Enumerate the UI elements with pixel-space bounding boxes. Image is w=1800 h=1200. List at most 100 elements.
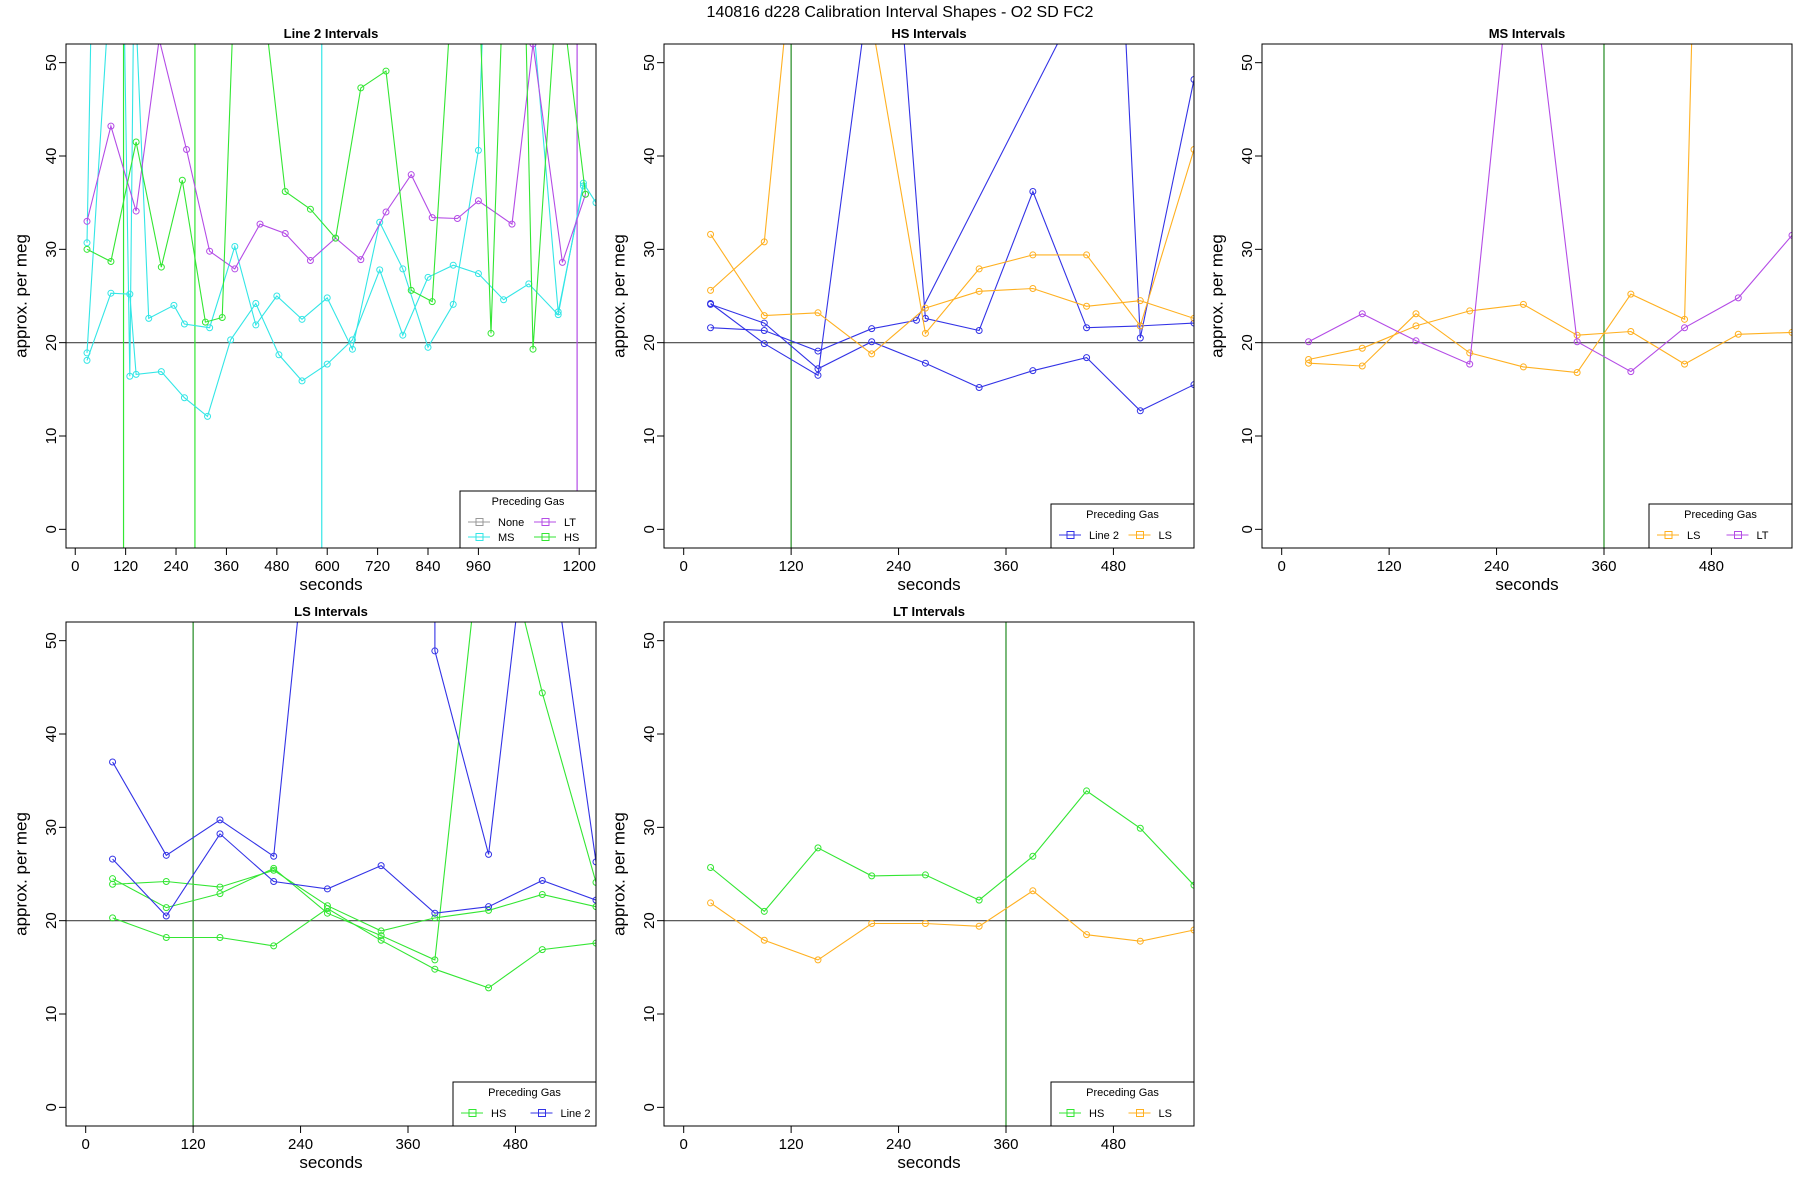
data-point (868, 919, 876, 927)
data-point (1083, 324, 1091, 332)
data-point (1573, 338, 1581, 346)
data-point (1627, 327, 1635, 335)
y-tick-label: 20 (641, 912, 658, 929)
data-point (868, 338, 876, 346)
x-tick-label: 240 (288, 1136, 313, 1153)
y-tick-label: 50 (641, 54, 658, 71)
data-point (975, 265, 983, 273)
data-point (1734, 294, 1742, 302)
data-point (1412, 322, 1420, 330)
data-point (1305, 359, 1313, 367)
x-tick-label: 240 (886, 1136, 911, 1153)
x-tick-label: 120 (113, 558, 138, 575)
legend-label: Line 2 (561, 1108, 591, 1120)
data-point (216, 933, 224, 941)
data-point (1029, 187, 1037, 195)
y-tick-label: 10 (1239, 428, 1256, 445)
data-point (298, 377, 306, 385)
x-tick-label: 120 (779, 558, 804, 575)
data-point (216, 890, 224, 898)
data-point (1412, 337, 1420, 345)
legend-marker (468, 1109, 477, 1117)
data-point (407, 171, 415, 179)
x-tick-label: 360 (214, 558, 239, 575)
x-tick-label: 240 (886, 558, 911, 575)
data-point (760, 312, 768, 320)
y-tick-label: 50 (43, 54, 60, 71)
data-point (449, 261, 457, 269)
legend-label: HS (564, 532, 579, 544)
data-point (431, 647, 439, 655)
data-point (298, 315, 306, 323)
data-point (707, 324, 715, 332)
y-tick-label: 10 (43, 428, 60, 445)
y-tick-label: 10 (43, 1006, 60, 1023)
y-tick-label: 40 (1239, 148, 1256, 165)
data-point (1083, 354, 1091, 362)
y-tick-label: 30 (1239, 241, 1256, 258)
data-point (399, 265, 407, 273)
y-tick-label: 30 (43, 241, 60, 258)
data-point (132, 207, 140, 215)
legend-marker (1664, 531, 1673, 539)
x-tick-label: 480 (1101, 1136, 1126, 1153)
data-point (183, 145, 191, 153)
series-line-hs (112, 622, 596, 961)
legend-title: Preceding Gas (488, 1087, 561, 1099)
data-point (760, 319, 768, 327)
data-point (921, 359, 929, 367)
data-point (1519, 300, 1527, 308)
legend-box (1050, 503, 1195, 549)
data-point (975, 922, 983, 930)
data-point (306, 257, 314, 265)
data-point (256, 220, 264, 228)
data-point (1788, 231, 1792, 239)
legend-marker (1066, 1109, 1075, 1117)
data-point (508, 220, 516, 228)
data-point (162, 877, 170, 885)
data-point (323, 902, 331, 910)
x-tick-label: 0 (680, 1136, 688, 1153)
data-point (538, 946, 546, 954)
legend-title: Preceding Gas (492, 496, 565, 508)
data-point (975, 287, 983, 295)
y-tick-label: 20 (43, 912, 60, 929)
data-point (323, 294, 331, 302)
chart-panel: HS Intervals 0 120 240 360 480 seconds 0 10 20 30 4… (609, 26, 1195, 594)
data-point (1029, 887, 1037, 895)
data-point (132, 370, 140, 378)
data-point (377, 936, 385, 944)
data-point (1412, 310, 1420, 318)
series-line-hs (710, 790, 1194, 913)
y-axis-label: approx. per meg (609, 812, 628, 936)
legend: Preceding Gas HS Line 2 (452, 1081, 597, 1127)
data-point (760, 327, 768, 335)
data-point (377, 862, 385, 870)
y-tick-label: 30 (641, 241, 658, 258)
x-axis-label: seconds (299, 1153, 362, 1172)
x-tick-label: 480 (264, 558, 289, 575)
legend-marker (475, 533, 484, 541)
data-point (323, 360, 331, 368)
data-point (204, 412, 212, 420)
data-point (1681, 324, 1689, 332)
legend-box (1648, 503, 1793, 549)
data-point (921, 919, 929, 927)
legend-marker (1136, 531, 1144, 539)
data-point (252, 321, 260, 329)
legend-marker (541, 533, 550, 541)
data-point (579, 182, 587, 190)
series-line-line-2 (710, 44, 1194, 352)
data-point (975, 896, 983, 904)
data-point (1190, 881, 1194, 889)
data-point (707, 299, 715, 307)
legend-marker (475, 518, 484, 526)
data-point (428, 214, 436, 222)
x-tick-label: 960 (466, 558, 491, 575)
data-point (500, 296, 508, 304)
data-point (431, 909, 439, 917)
data-point (814, 309, 822, 317)
data-point (428, 298, 436, 306)
data-point (382, 208, 390, 216)
data-point (1083, 251, 1091, 259)
